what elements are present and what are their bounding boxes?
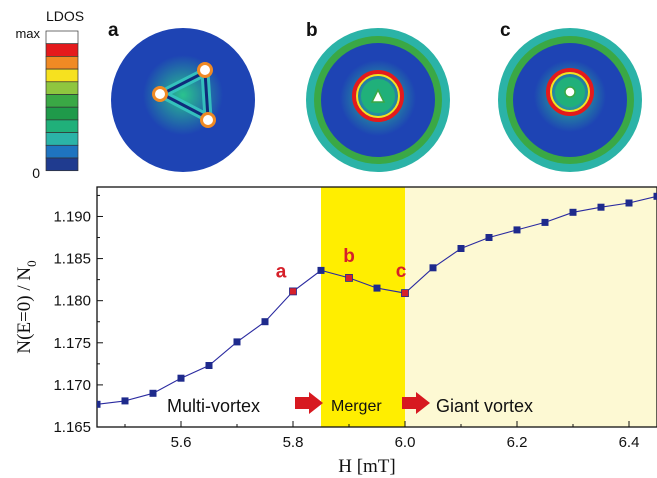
y-tick-label: 1.165 (53, 419, 91, 436)
chart: 5.6 5.8 6.0 6.2 6.4 1.165 1.170 1.175 1.180 1.18… (14, 186, 657, 477)
panel-c-center-core (564, 86, 576, 98)
highlight-point (401, 289, 409, 298)
x-tick-label: 6.0 (395, 434, 416, 451)
region-giant (405, 187, 657, 427)
panel-c: c (498, 20, 642, 172)
data-point (97, 400, 101, 408)
data-point (569, 208, 577, 216)
x-axis-title: H [mT] (338, 456, 396, 477)
arrow-icon (402, 392, 430, 414)
arrow-icon (295, 392, 323, 414)
colorbar-swatch (45, 94, 79, 108)
data-point (541, 218, 549, 226)
y-tick-label: 1.180 (53, 293, 91, 310)
plot-frame (96, 186, 657, 428)
y-axis-ticks: 1.165 1.170 1.175 1.180 1.185 1.190 (53, 194, 103, 436)
region-merger (321, 187, 405, 427)
data-point (317, 266, 325, 274)
colorbar-swatch (45, 119, 79, 133)
x-tick-label: 6.2 (507, 434, 528, 451)
y-axis-title-subscript: 0 (24, 260, 39, 267)
data-point (121, 397, 129, 405)
data-point (485, 234, 493, 241)
colorbar: LDOS max 0 (15, 8, 84, 181)
y-tick-label: 1.170 (53, 377, 91, 394)
series-markers (97, 192, 657, 408)
data-point (625, 199, 633, 207)
annotation-multi-vortex: Multi-vortex (167, 396, 260, 416)
colorbar-min-label: 0 (32, 165, 40, 181)
x-axis-ticks: 5.6 5.8 6.0 6.2 6.4 (124, 421, 640, 451)
colorbar-swatch (45, 106, 79, 121)
annotation-merger: Merger (331, 398, 382, 415)
panel-a-label: a (108, 20, 119, 41)
y-tick-label: 1.175 (53, 335, 91, 352)
highlight-label-c: c (396, 261, 407, 282)
data-point (149, 389, 157, 397)
data-point (429, 264, 437, 272)
colorbar-max-label: max (15, 26, 40, 41)
annotation-giant-vortex: Giant vortex (436, 396, 533, 416)
region-bands (321, 187, 657, 427)
colorbar-swatch (45, 132, 79, 146)
y-tick-label: 1.185 (53, 251, 91, 268)
highlight-label-b: b (343, 246, 355, 267)
panel-a-vortex-cores (152, 62, 216, 128)
panel-c-vortex-ring (546, 68, 594, 116)
data-point (513, 226, 521, 234)
data-point (373, 284, 381, 292)
colorbar-swatch (45, 68, 79, 83)
x-tick-label: 5.6 (171, 434, 192, 451)
colorbar-swatch (45, 157, 79, 172)
x-tick-label: 6.4 (619, 434, 640, 451)
x-tick-label: 5.8 (283, 434, 304, 451)
panel-c-label: c (500, 20, 511, 41)
data-point (261, 318, 269, 326)
highlight-point (345, 273, 353, 282)
colorbar-swatches (45, 30, 79, 172)
panel-a-vortex-core-lines (158, 69, 210, 121)
highlight-labels: a b c (276, 246, 407, 283)
colorbar-swatch (45, 81, 79, 95)
data-point (653, 192, 657, 200)
y-tick-label: 1.190 (53, 208, 91, 225)
panel-b: b (306, 20, 450, 172)
panel-b-vortex-ring-inner (356, 74, 400, 118)
colorbar-title: LDOS (46, 8, 84, 24)
colorbar-swatch (45, 56, 79, 70)
y-axis-title: N(E=0) / N0 (14, 260, 39, 353)
colorbar-swatch (45, 144, 79, 159)
colorbar-swatch (45, 43, 79, 57)
colorbar-swatch (45, 30, 79, 45)
highlight-label-a: a (276, 261, 287, 282)
data-point (233, 338, 241, 346)
data-point (177, 374, 185, 382)
data-point (597, 203, 605, 211)
highlight-point (289, 287, 297, 296)
data-point (205, 362, 213, 369)
panel-b-vortex-ring (352, 70, 404, 122)
y-axis-title-main: N(E=0) / N (14, 267, 35, 354)
data-point (457, 245, 465, 252)
panel-b-label: b (306, 20, 318, 41)
panel-a: a (108, 20, 255, 172)
panel-b-center-core (370, 88, 386, 103)
panel-c-vortex-ring-inner (550, 72, 590, 112)
